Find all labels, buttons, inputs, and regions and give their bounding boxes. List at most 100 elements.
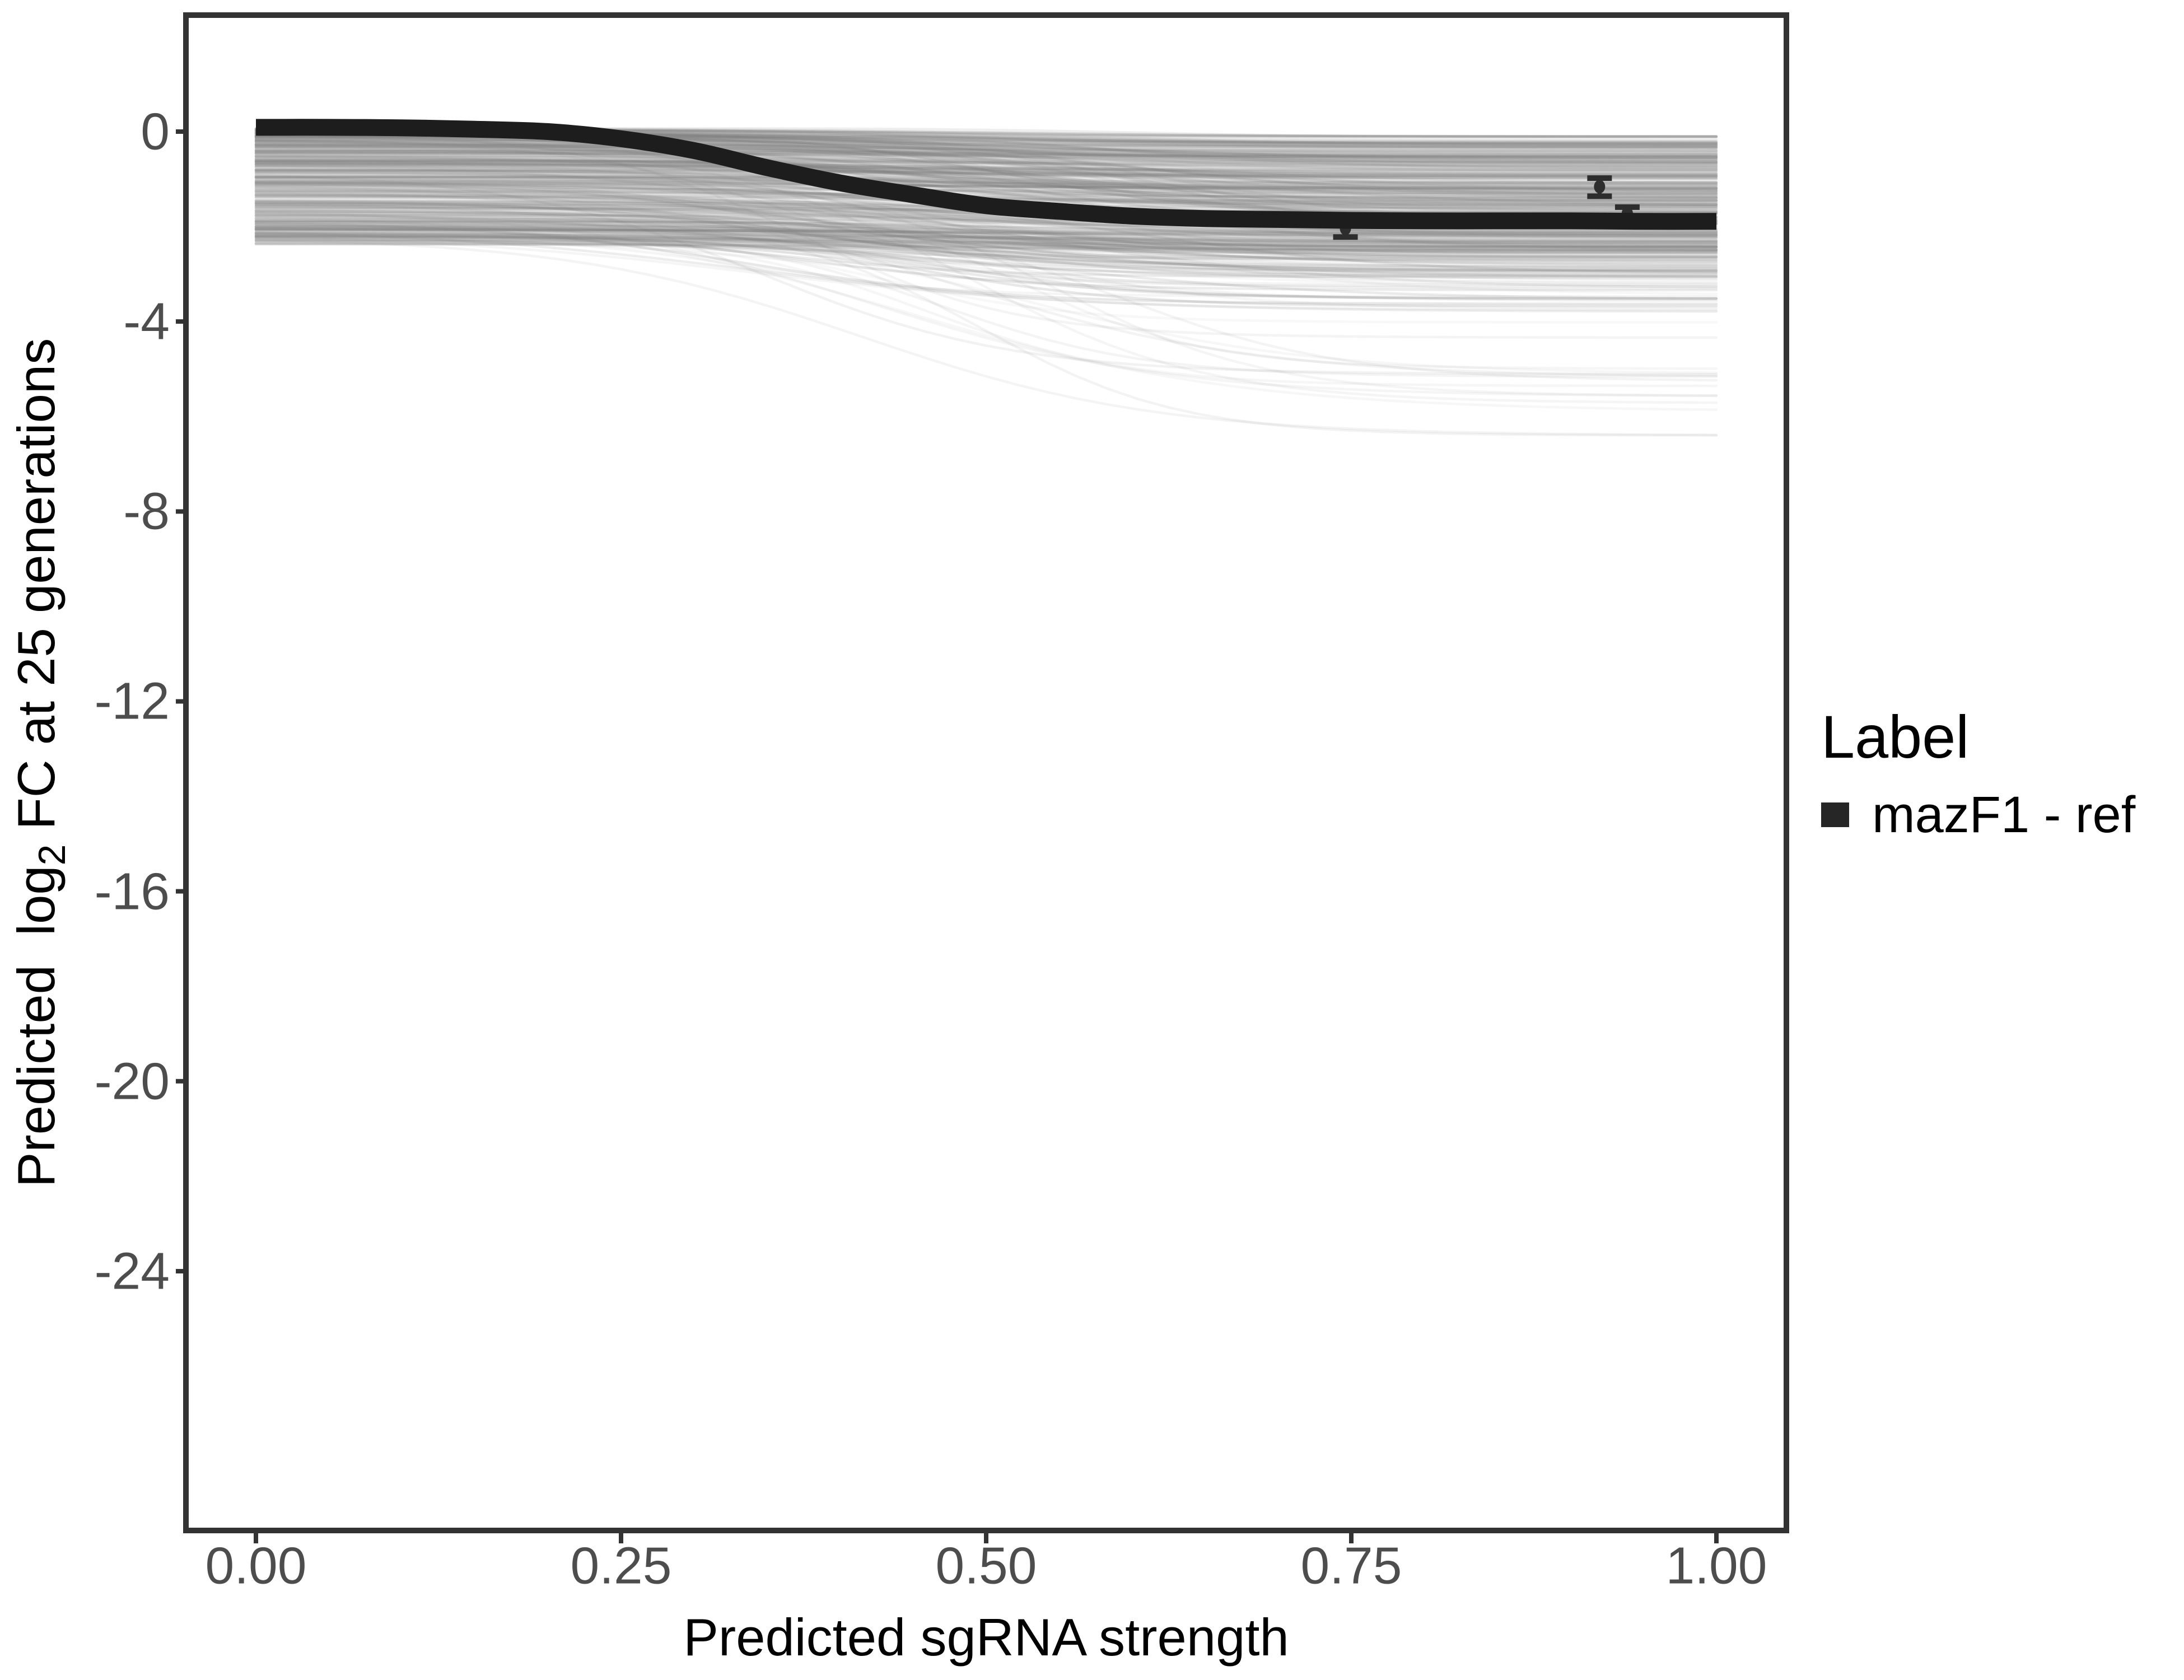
ensemble-line	[254, 145, 1718, 158]
ensemble-line	[254, 148, 1718, 157]
ensemble-line	[254, 152, 1718, 175]
ensemble-line	[254, 149, 1718, 190]
ensemble-line	[254, 185, 1718, 270]
ensemble-line	[254, 171, 1718, 397]
ensemble-line	[254, 164, 1718, 206]
ensemble-line	[254, 231, 1718, 251]
ensemble-line	[254, 242, 1718, 251]
ensemble-line	[254, 240, 1718, 254]
ensemble-line	[254, 152, 1718, 166]
ensemble-line	[254, 220, 1718, 234]
ensemble-line	[254, 232, 1718, 282]
ensemble-line	[254, 228, 1718, 237]
ensemble-line	[254, 158, 1718, 202]
ensemble-line	[254, 150, 1718, 178]
ensemble-line	[254, 186, 1718, 251]
ensemble-line	[254, 242, 1718, 272]
ensemble-line	[254, 202, 1718, 263]
ensemble-line	[254, 156, 1718, 213]
ensemble-line	[254, 140, 1718, 155]
ensemble-line	[254, 169, 1718, 178]
ensemble-line	[254, 225, 1718, 254]
ensemble-line	[254, 165, 1718, 176]
ensemble-line	[254, 170, 1718, 194]
ensemble-line	[254, 164, 1718, 173]
ensemble-line	[254, 157, 1718, 189]
ensemble-line	[254, 238, 1718, 249]
ensemble-line	[254, 223, 1718, 288]
ensemble-line	[254, 144, 1718, 153]
ensemble-line	[254, 237, 1718, 265]
ensemble-line	[254, 170, 1718, 179]
ensemble-line	[254, 227, 1718, 246]
ensemble-line	[254, 236, 1718, 245]
ensemble-line	[254, 152, 1718, 162]
ensemble-line	[254, 169, 1718, 189]
ensemble-line	[254, 147, 1718, 200]
ensemble-line	[254, 194, 1718, 240]
ensemble-line	[254, 143, 1718, 152]
ensemble-line	[254, 155, 1718, 201]
ensemble-line	[254, 164, 1718, 197]
ensemble-line	[254, 138, 1718, 164]
ensemble-line	[254, 179, 1718, 189]
ensemble-line	[254, 176, 1718, 239]
ensemble-line	[254, 214, 1718, 236]
ensemble-line	[254, 215, 1718, 244]
ensemble-line	[254, 136, 1718, 186]
ensemble-line	[254, 160, 1718, 169]
ensemble-line	[254, 235, 1718, 249]
ensemble-line	[254, 189, 1718, 205]
ensemble-line	[254, 228, 1718, 237]
ensemble-line	[254, 223, 1718, 249]
ensemble-line	[254, 179, 1718, 188]
ensemble-line	[254, 186, 1718, 202]
ensemble-line	[254, 139, 1718, 184]
ensemble-line	[254, 178, 1718, 208]
ensemble-line	[254, 148, 1718, 158]
ensemble-line	[254, 211, 1718, 234]
ensemble-line	[254, 142, 1718, 208]
ensemble-line	[254, 151, 1718, 159]
x-tick-label: 0.00	[205, 1536, 307, 1595]
ensemble-line	[254, 136, 1718, 206]
ensemble-line	[254, 182, 1718, 251]
ensemble-line	[254, 143, 1718, 156]
y-tick-label: -16	[94, 862, 170, 921]
ensemble-line	[254, 137, 1718, 146]
ensemble-line	[254, 183, 1718, 241]
ensemble-line	[254, 236, 1718, 248]
ensemble-line	[254, 231, 1718, 313]
ensemble-line	[254, 180, 1718, 200]
ensemble-line	[254, 162, 1718, 170]
y-axis-title: Predicted log2 FC at 25 generations	[7, 338, 73, 1187]
ensemble-line	[254, 146, 1718, 190]
ensemble-line	[254, 143, 1718, 160]
ensemble-line	[254, 158, 1718, 171]
ensemble-line	[254, 228, 1718, 237]
ensemble-line	[254, 175, 1718, 184]
ensemble-line	[254, 176, 1718, 202]
ensemble-line	[254, 137, 1718, 147]
ensemble-line	[254, 166, 1718, 180]
ensemble-line	[254, 222, 1718, 306]
ensemble-line	[254, 160, 1718, 179]
ensemble-line	[254, 204, 1718, 232]
ensemble-line	[254, 199, 1718, 269]
ensemble-line	[254, 235, 1718, 300]
ensemble-line	[254, 218, 1718, 276]
ensemble-line	[254, 223, 1718, 262]
ensemble-line	[254, 235, 1718, 256]
ensemble-line	[254, 230, 1718, 239]
ensemble-line	[254, 180, 1718, 244]
ensemble-line	[254, 146, 1718, 158]
ensemble-line	[254, 199, 1718, 284]
ensemble-line	[254, 141, 1718, 194]
ensemble-line	[254, 160, 1718, 191]
ensemble-line	[254, 150, 1718, 165]
ensemble-line	[254, 143, 1718, 155]
ensemble-line	[254, 152, 1718, 166]
ensemble-line	[254, 220, 1718, 248]
ensemble-line	[254, 154, 1718, 167]
